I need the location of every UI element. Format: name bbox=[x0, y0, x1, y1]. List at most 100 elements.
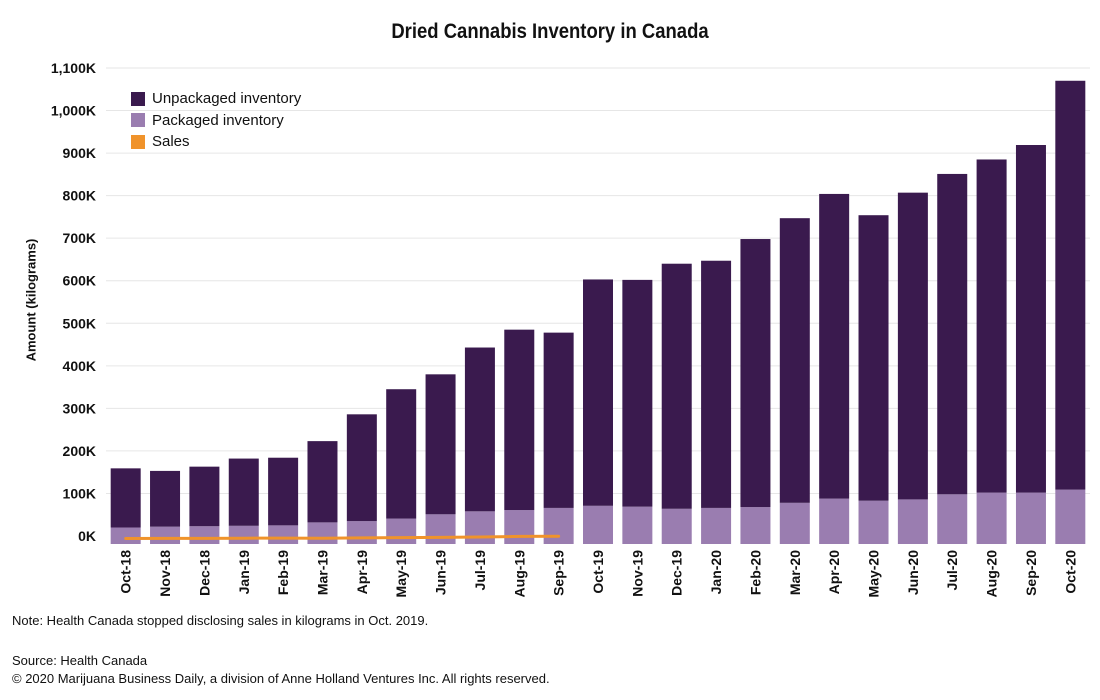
y-axis-ticks: 0K 100K 200K 300K 400K 500K 600K 700K 800K 900K 1,… bbox=[51, 60, 96, 544]
bar-unpackaged bbox=[701, 260, 732, 508]
x-tick-label: Sep-19 bbox=[551, 550, 567, 596]
legend-label-packaged: Packaged inventory bbox=[152, 111, 284, 129]
legend: Unpackaged inventory Packaged inventory … bbox=[131, 88, 301, 153]
bar-packaged bbox=[819, 498, 850, 544]
y-tick-label: 500K bbox=[63, 315, 96, 331]
chart-canvas: 0K 100K 200K 300K 400K 500K 600K 700K 800K 900K 1,… bbox=[51, 60, 1090, 598]
x-tick-label: May-20 bbox=[866, 550, 882, 598]
source-text: Source: Health Canada bbox=[12, 653, 148, 668]
bar-packaged bbox=[307, 522, 338, 544]
y-tick-label: 300K bbox=[63, 400, 96, 416]
bar-packaged bbox=[976, 492, 1007, 544]
bar-unpackaged bbox=[1055, 80, 1086, 490]
bar-unpackaged bbox=[976, 159, 1007, 493]
bar-packaged bbox=[228, 525, 259, 544]
bar-packaged bbox=[937, 494, 968, 544]
legend-item-packaged: Packaged inventory bbox=[131, 110, 301, 132]
x-tick-label: Aug-19 bbox=[511, 550, 527, 598]
x-tick-label: Oct-20 bbox=[1062, 550, 1078, 594]
bar-unpackaged bbox=[779, 218, 810, 503]
bar-unpackaged bbox=[858, 215, 889, 501]
legend-label-sales: Sales bbox=[152, 133, 190, 151]
bar-unpackaged bbox=[268, 457, 299, 526]
x-tick-label: Dec-19 bbox=[669, 550, 685, 596]
y-tick-label: 100K bbox=[63, 485, 96, 501]
bar-packaged bbox=[701, 507, 732, 544]
bar-packaged bbox=[1055, 489, 1086, 544]
bar-unpackaged bbox=[897, 192, 928, 500]
x-tick-label: Jul-20 bbox=[944, 550, 960, 591]
bar-unpackaged bbox=[740, 239, 771, 508]
bar-unpackaged bbox=[583, 279, 613, 506]
bar-packaged bbox=[661, 508, 692, 544]
x-tick-label: Jan-19 bbox=[236, 550, 252, 595]
bar-packaged bbox=[464, 511, 495, 544]
y-axis-label: Amount (kilograms) bbox=[23, 238, 39, 362]
bar-unpackaged bbox=[819, 193, 850, 499]
bar-unpackaged bbox=[622, 279, 653, 507]
bar-packaged bbox=[425, 514, 456, 544]
y-tick-label: 600K bbox=[63, 273, 96, 289]
bar-unpackaged bbox=[150, 470, 181, 527]
x-tick-label: Jul-19 bbox=[472, 550, 488, 591]
x-tick-label: Mar-19 bbox=[314, 550, 330, 595]
bar-unpackaged bbox=[1015, 145, 1046, 493]
bar-unpackaged bbox=[661, 263, 692, 509]
x-tick-label: Aug-20 bbox=[984, 550, 1000, 598]
y-tick-label: 400K bbox=[63, 358, 96, 374]
bar-unpackaged bbox=[307, 441, 338, 523]
x-tick-label: Apr-19 bbox=[354, 550, 370, 595]
bar-unpackaged bbox=[464, 347, 495, 512]
bar-packaged bbox=[740, 507, 771, 544]
x-tick-label: Nov-18 bbox=[157, 550, 173, 597]
legend-item-unpackaged: Unpackaged inventory bbox=[131, 88, 301, 110]
x-tick-label: Oct-18 bbox=[118, 550, 134, 594]
x-tick-label: Oct-19 bbox=[590, 550, 606, 594]
x-tick-label: Sep-20 bbox=[1023, 550, 1039, 596]
x-tick-label: Feb-19 bbox=[275, 550, 291, 595]
chart-title: Dried Cannabis Inventory in Canada bbox=[391, 20, 709, 43]
x-axis-ticks: Oct-18 Nov-18 Dec-18 Jan-19 Feb-19 Mar-19 Apr-… bbox=[118, 550, 1079, 598]
bar-unpackaged bbox=[346, 414, 377, 522]
bar-unpackaged bbox=[504, 329, 535, 511]
legend-swatch-packaged bbox=[131, 113, 145, 128]
x-tick-label: Apr-20 bbox=[826, 550, 842, 595]
copyright-text: © 2020 Marijuana Business Daily, a divis… bbox=[12, 671, 550, 686]
y-tick-label: 200K bbox=[63, 443, 96, 459]
bar-packaged bbox=[543, 507, 574, 544]
bar-unpackaged bbox=[937, 173, 968, 495]
bar-unpackaged bbox=[189, 466, 220, 527]
y-tick-label: 800K bbox=[63, 188, 96, 204]
bar-packaged bbox=[268, 525, 299, 544]
bar-packaged bbox=[386, 518, 417, 544]
x-tick-label: Jan-20 bbox=[708, 550, 724, 595]
legend-item-sales: Sales bbox=[131, 131, 301, 153]
footnote: Note: Health Canada stopped disclosing s… bbox=[12, 613, 429, 628]
bar-packaged bbox=[779, 502, 810, 544]
x-tick-label: Nov-19 bbox=[629, 550, 645, 597]
bar-packaged bbox=[583, 505, 613, 544]
bar-packaged bbox=[858, 500, 889, 544]
bar-packaged bbox=[1015, 492, 1046, 544]
legend-swatch-unpackaged bbox=[131, 91, 145, 106]
y-tick-label: 900K bbox=[63, 145, 96, 161]
x-tick-label: Mar-20 bbox=[787, 550, 803, 595]
bars bbox=[110, 80, 1086, 544]
bar-unpackaged bbox=[228, 458, 259, 526]
bar-unpackaged bbox=[425, 374, 456, 515]
x-tick-label: Feb-20 bbox=[747, 550, 763, 595]
bar-packaged bbox=[110, 527, 141, 544]
y-tick-label: 1,100K bbox=[51, 60, 96, 76]
legend-swatch-sales bbox=[131, 134, 145, 149]
y-tick-label: 0K bbox=[78, 528, 96, 544]
bar-unpackaged bbox=[543, 332, 574, 508]
bar-packaged bbox=[504, 510, 535, 544]
bar-packaged bbox=[346, 521, 377, 544]
y-tick-label: 700K bbox=[63, 230, 96, 246]
x-tick-label: Jun-20 bbox=[905, 550, 921, 595]
sales-line bbox=[124, 534, 561, 541]
x-tick-label: May-19 bbox=[393, 550, 409, 598]
y-tick-label: 1,000K bbox=[51, 103, 96, 119]
legend-label-unpackaged: Unpackaged inventory bbox=[152, 90, 302, 108]
bar-packaged bbox=[622, 506, 653, 544]
